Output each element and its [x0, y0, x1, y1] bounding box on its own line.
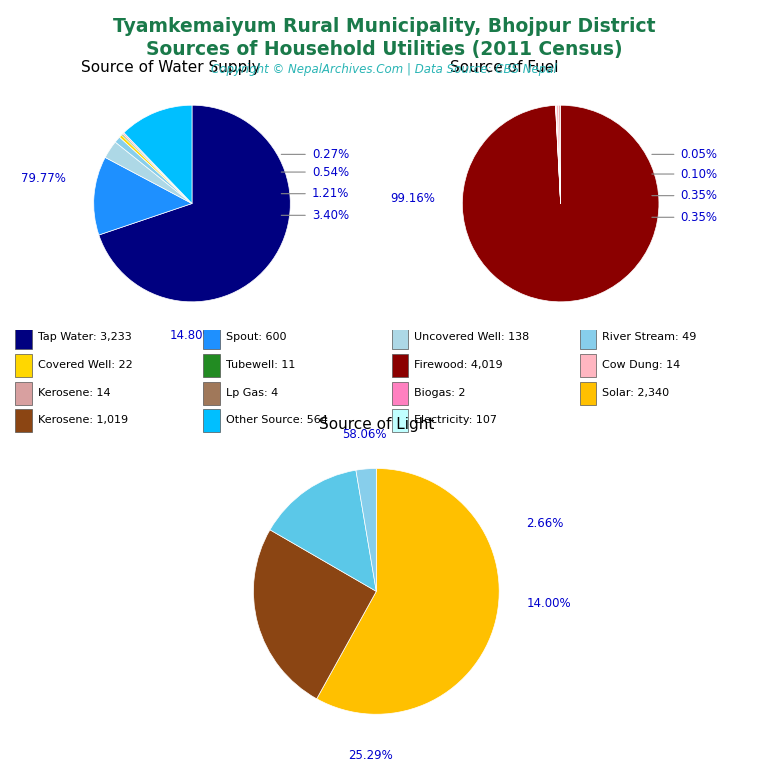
Text: 0.27%: 0.27%	[312, 148, 349, 161]
Wedge shape	[556, 105, 561, 204]
Text: Firewood: 4,019: Firewood: 4,019	[414, 360, 503, 370]
Text: 14.00%: 14.00%	[526, 598, 571, 610]
Wedge shape	[94, 157, 192, 235]
Text: 0.35%: 0.35%	[680, 210, 717, 223]
Text: River Stream: 49: River Stream: 49	[602, 333, 697, 343]
Text: Copyright © NepalArchives.Com | Data Source: CBS Nepal: Copyright © NepalArchives.Com | Data Sou…	[211, 63, 557, 76]
Wedge shape	[558, 105, 561, 204]
Bar	[580, 326, 596, 349]
Bar	[392, 354, 408, 377]
Wedge shape	[253, 530, 376, 699]
Wedge shape	[555, 105, 561, 204]
Bar	[204, 409, 220, 432]
Bar	[15, 326, 31, 349]
Text: 25.29%: 25.29%	[348, 749, 392, 762]
Text: Biogas: 2: Biogas: 2	[414, 389, 465, 399]
Bar	[15, 409, 31, 432]
Wedge shape	[316, 468, 499, 714]
Text: Uncovered Well: 138: Uncovered Well: 138	[414, 333, 529, 343]
Wedge shape	[99, 105, 290, 302]
Text: Source of Water Supply: Source of Water Supply	[81, 61, 261, 75]
Text: 58.06%: 58.06%	[342, 429, 386, 442]
Text: 2.66%: 2.66%	[526, 518, 564, 530]
Bar	[15, 382, 31, 405]
Text: Covered Well: 22: Covered Well: 22	[38, 360, 133, 370]
Wedge shape	[124, 105, 192, 204]
Text: Tyamkemaiyum Rural Municipality, Bhojpur District: Tyamkemaiyum Rural Municipality, Bhojpur…	[113, 17, 655, 36]
Text: Sources of Household Utilities (2011 Census): Sources of Household Utilities (2011 Cen…	[146, 40, 622, 59]
Bar	[580, 354, 596, 377]
Text: 99.16%: 99.16%	[390, 192, 435, 205]
Text: 1.21%: 1.21%	[312, 187, 349, 200]
Wedge shape	[115, 137, 192, 204]
Text: Other Source: 564: Other Source: 564	[226, 415, 328, 425]
Wedge shape	[462, 105, 659, 302]
Text: Tubewell: 11: Tubewell: 11	[226, 360, 296, 370]
Wedge shape	[105, 142, 192, 204]
Text: 0.54%: 0.54%	[312, 166, 349, 179]
Text: Source of Fuel: Source of Fuel	[450, 61, 558, 75]
Bar	[392, 382, 408, 405]
Bar	[392, 326, 408, 349]
Bar	[15, 354, 31, 377]
Text: Cow Dung: 14: Cow Dung: 14	[602, 360, 680, 370]
Text: 0.35%: 0.35%	[680, 189, 717, 202]
Bar	[204, 382, 220, 405]
Text: 14.80%: 14.80%	[170, 329, 214, 343]
Wedge shape	[120, 135, 192, 204]
Text: 3.40%: 3.40%	[312, 209, 349, 222]
Bar	[204, 354, 220, 377]
Text: Lp Gas: 4: Lp Gas: 4	[226, 389, 278, 399]
Text: Tap Water: 3,233: Tap Water: 3,233	[38, 333, 131, 343]
Title: Source of Light: Source of Light	[319, 418, 434, 432]
Text: 0.05%: 0.05%	[680, 148, 717, 161]
Text: Electricity: 107: Electricity: 107	[414, 415, 497, 425]
Text: Solar: 2,340: Solar: 2,340	[602, 389, 670, 399]
Wedge shape	[121, 134, 192, 204]
Wedge shape	[556, 105, 561, 204]
Text: Kerosene: 1,019: Kerosene: 1,019	[38, 415, 128, 425]
Text: 0.10%: 0.10%	[680, 167, 717, 180]
Wedge shape	[270, 470, 376, 591]
Wedge shape	[356, 468, 376, 591]
Text: 79.77%: 79.77%	[22, 173, 66, 185]
Bar	[392, 409, 408, 432]
Text: Spout: 600: Spout: 600	[226, 333, 286, 343]
Wedge shape	[123, 133, 192, 204]
Bar	[204, 326, 220, 349]
Bar	[580, 382, 596, 405]
Text: Kerosene: 14: Kerosene: 14	[38, 389, 111, 399]
